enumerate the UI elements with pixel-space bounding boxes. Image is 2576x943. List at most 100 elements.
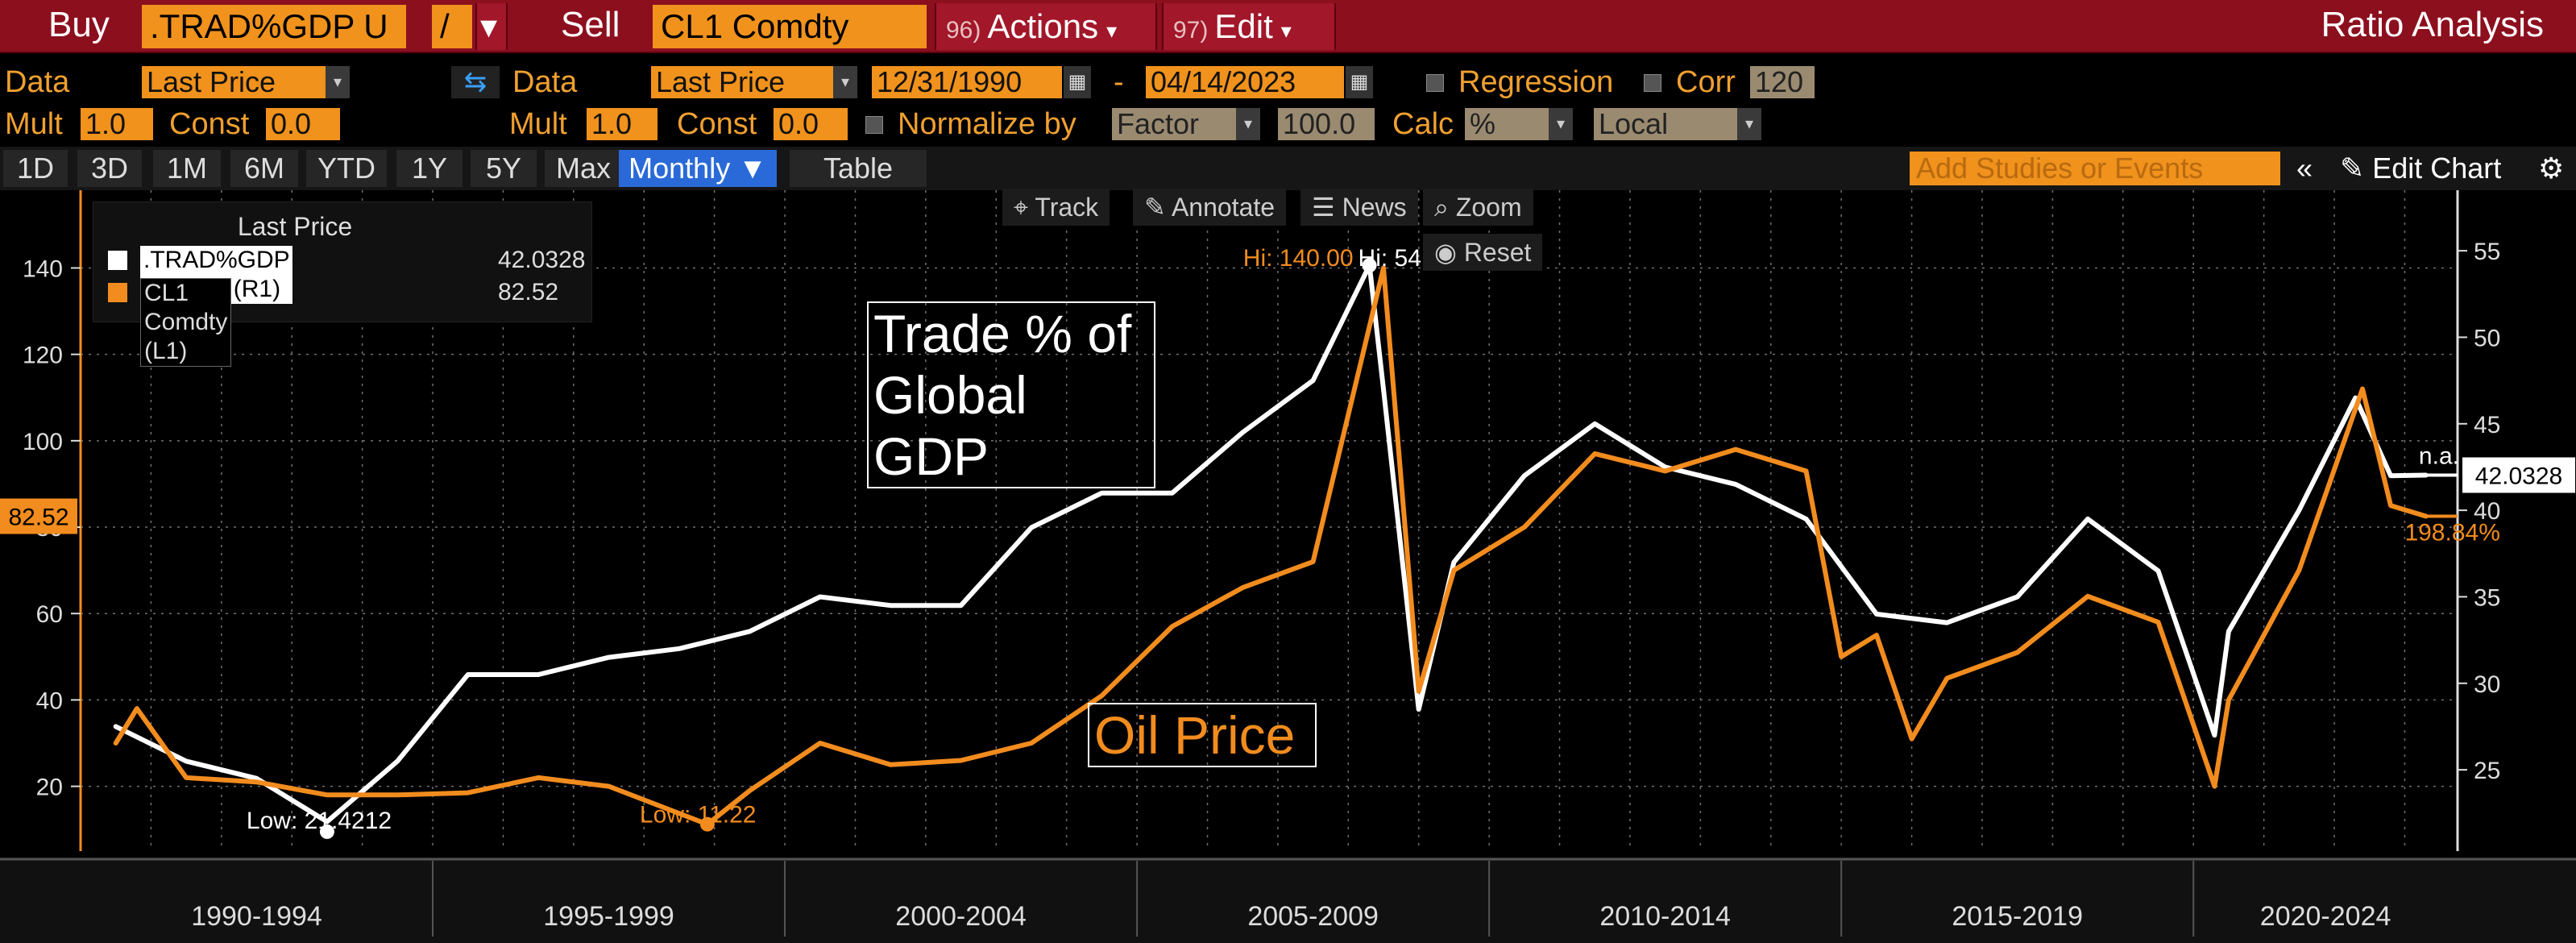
- pencil-icon: ✎: [1144, 193, 1166, 222]
- tab-1d[interactable]: 1D: [3, 150, 68, 187]
- regression-label: Regression: [1458, 65, 1614, 99]
- edit-menu-label: Edit: [1214, 7, 1273, 45]
- oil-high-label: Hi: 140.00: [1243, 245, 1354, 272]
- add-studies-input[interactable]: Add Studies or Events: [1910, 152, 2280, 185]
- operator-field[interactable]: /: [432, 5, 472, 48]
- mult-field-1[interactable]: 1.0: [81, 108, 153, 140]
- left-tick-label: 100: [23, 429, 63, 455]
- normalize-label: Normalize by: [898, 107, 1076, 141]
- oil-annotation[interactable]: Oil Price: [1088, 703, 1317, 767]
- legend-series-value: 82.52: [498, 279, 559, 305]
- regression-checkbox[interactable]: [1426, 74, 1444, 92]
- edit-chart-label: Edit Chart: [2372, 152, 2502, 185]
- tab-max[interactable]: Max: [545, 150, 622, 187]
- chevron-down-icon[interactable]: ▾: [833, 66, 857, 98]
- annotate-label: Annotate: [1171, 193, 1276, 222]
- chevron-down-icon[interactable]: ▾: [1737, 108, 1761, 140]
- trade-annotation[interactable]: Trade % of Global GDP: [867, 301, 1155, 488]
- x-axis-band: [0, 858, 2576, 943]
- operator-dropdown[interactable]: ▾: [475, 3, 508, 50]
- chevron-down-icon[interactable]: ▾: [1549, 108, 1573, 140]
- crosshair-icon: ⌖: [1014, 193, 1029, 222]
- reset-label: Reset: [1463, 238, 1532, 267]
- mult-field-2[interactable]: 1.0: [587, 108, 657, 140]
- x-tick-label: 2010-2014: [1599, 901, 1731, 932]
- edit-chart-button[interactable]: ✎ Edit Chart: [2340, 150, 2533, 187]
- function-title: Ratio Analysis: [2321, 5, 2544, 44]
- trade-last-value-label: 42.0328: [2475, 463, 2562, 489]
- normalize-field[interactable]: Factor: [1112, 108, 1241, 140]
- start-date-field[interactable]: 12/31/1990: [872, 66, 1062, 98]
- oil-low-label: Low: 11.22: [640, 802, 757, 829]
- calendar-icon[interactable]: ▦: [1064, 66, 1091, 98]
- news-label: News: [1342, 193, 1407, 222]
- news-button[interactable]: ☰ News: [1300, 189, 1418, 226]
- tab-ytd[interactable]: YTD: [306, 150, 387, 187]
- trade-last-value-tag: [2462, 457, 2575, 493]
- reset-button[interactable]: ◉ Reset: [1423, 234, 1543, 271]
- data-field-2[interactable]: Last Price: [651, 66, 833, 98]
- swap-arrows-icon[interactable]: ⇆: [451, 66, 500, 98]
- mult-label: Mult: [5, 107, 63, 141]
- chevron-down-icon: ▾: [480, 7, 498, 45]
- chevron-down-icon[interactable]: ▾: [326, 66, 350, 98]
- tab-1m[interactable]: 1M: [153, 150, 221, 187]
- trade-annotation-line1: Trade % of: [873, 304, 1132, 363]
- tab-5y[interactable]: 5Y: [471, 150, 537, 187]
- track-button[interactable]: ⌖ Track: [1002, 189, 1110, 226]
- actions-menu-number: 96): [946, 17, 981, 44]
- tab-1y[interactable]: 1Y: [396, 150, 463, 187]
- pct-label: 198.84%: [2404, 520, 2499, 546]
- gear-icon[interactable]: ⚙: [2538, 152, 2565, 185]
- pencil-icon: ✎: [2340, 152, 2365, 185]
- sell-ticker-field[interactable]: CL1 Comdty: [653, 5, 927, 48]
- frequency-dropdown[interactable]: Monthly ▼: [619, 150, 777, 187]
- buy-ticker-field[interactable]: .TRAD%GDP U: [142, 5, 406, 48]
- left-tick-label: 120: [23, 343, 63, 369]
- right-tick-label: 25: [2474, 758, 2500, 784]
- left-tick-label: 20: [36, 775, 63, 801]
- edit-menu-button[interactable]: 97) Edit ▾: [1162, 3, 1336, 50]
- tab-3d[interactable]: 3D: [77, 150, 142, 187]
- zoom-label: Zoom: [1455, 193, 1522, 222]
- params-row-2: Mult 1.0 Const 0.0 Mult 1.0 Const 0.0 No…: [0, 103, 2576, 145]
- actions-menu-label: Actions: [987, 7, 1099, 45]
- local-field[interactable]: Local: [1594, 108, 1739, 140]
- data-field-1[interactable]: Last Price: [142, 66, 327, 98]
- series-line-oil[interactable]: [113, 265, 2429, 827]
- tab-table[interactable]: Table: [790, 150, 927, 187]
- period-tabs: 1D 3D 1M 6M YTD 1Y 5Y Max Monthly ▼ Tabl…: [0, 147, 2576, 190]
- end-date-field[interactable]: 04/14/2023: [1146, 66, 1344, 98]
- series-line-trade[interactable]: [113, 263, 2429, 825]
- sell-label: Sell: [561, 5, 620, 44]
- trade-low-marker: [319, 824, 334, 839]
- chevron-down-icon: ▼: [738, 152, 767, 185]
- normalize-checkbox[interactable]: [865, 116, 883, 134]
- const-label: Const: [169, 107, 250, 141]
- tab-6m[interactable]: 6M: [230, 150, 298, 187]
- right-tick-label: 30: [2474, 671, 2500, 698]
- legend-series-name: CL1 Comdty (L1): [140, 278, 232, 367]
- calc-field[interactable]: %: [1465, 108, 1550, 140]
- factor-field[interactable]: 100.0: [1278, 108, 1375, 140]
- x-axis: 1990-1994 1995-1999 2000-2004 2005-2009 2010…: [0, 858, 2576, 943]
- const-field-2[interactable]: 0.0: [774, 108, 848, 140]
- right-tick-label: 55: [2474, 239, 2500, 265]
- annotate-button[interactable]: ✎ Annotate: [1133, 189, 1287, 226]
- corr-field[interactable]: 120: [1750, 66, 1815, 98]
- legend-swatch: [108, 283, 127, 302]
- calendar-icon[interactable]: ▦: [1346, 66, 1373, 98]
- x-tick-label: 2015-2019: [1952, 901, 2083, 932]
- trade-low-label: Low: 21.4212: [247, 808, 392, 834]
- data-label: Data: [5, 65, 70, 99]
- zoom-button[interactable]: ⌕ Zoom: [1423, 189, 1533, 226]
- legend-title: Last Price: [237, 212, 353, 241]
- command-bar: Buy .TRAD%GDP U / ▾ Sell CL1 Comdty 96) A…: [0, 0, 2576, 53]
- chevron-down-icon[interactable]: ▾: [1236, 108, 1260, 140]
- corr-checkbox[interactable]: [1644, 74, 1661, 92]
- const-field-1[interactable]: 0.0: [266, 108, 340, 140]
- actions-menu-button[interactable]: 96) Actions ▾: [935, 3, 1157, 50]
- collapse-icon[interactable]: «: [2296, 152, 2313, 185]
- trade-annotation-line2: Global GDP: [873, 365, 1027, 486]
- chevron-down-icon: ▾: [1106, 19, 1118, 43]
